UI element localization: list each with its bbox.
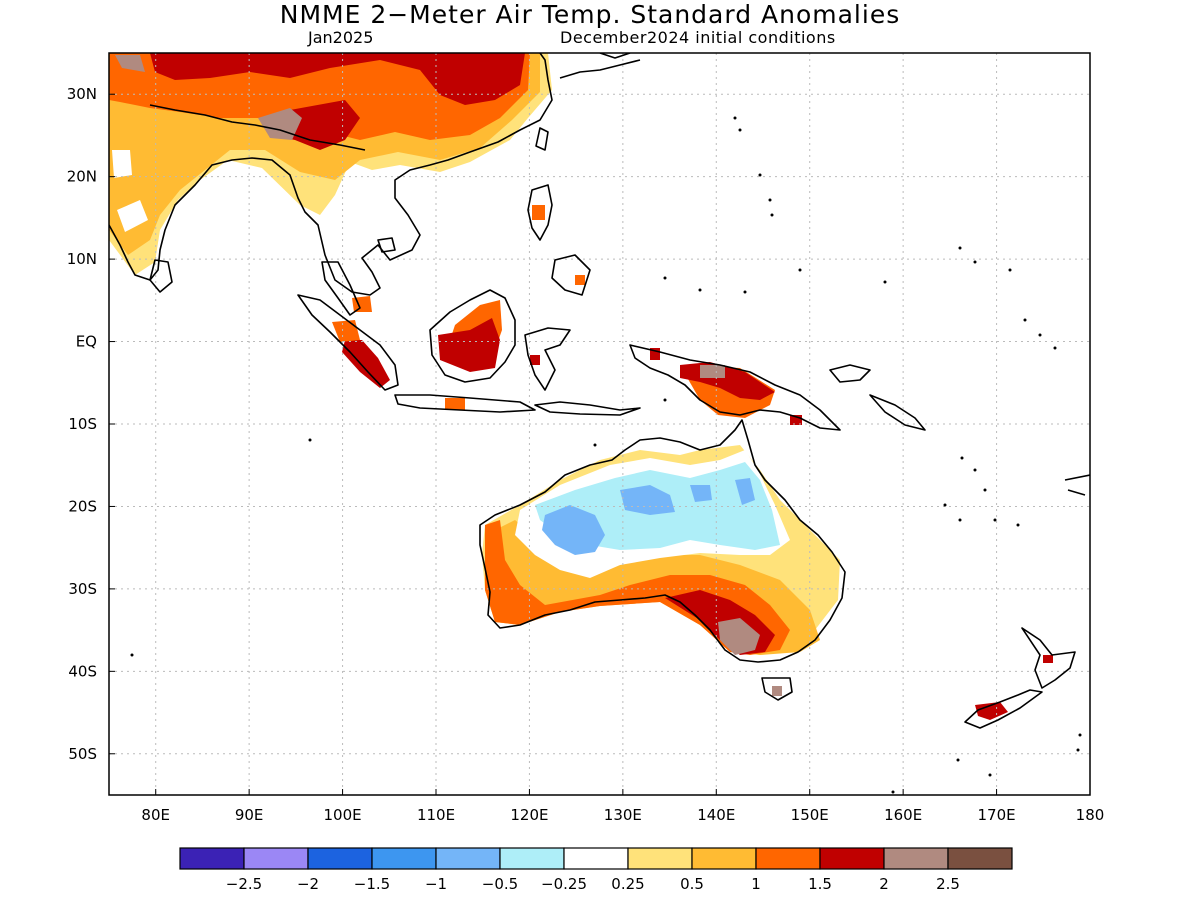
coast-java — [394, 394, 536, 413]
legend-swatch — [307, 847, 373, 870]
lon-tick-label: 170E — [978, 806, 1016, 824]
map-title: NMME 2−Meter Air Temp. Standard Anomalie… — [279, 0, 901, 29]
legend-swatch — [691, 847, 757, 870]
coast-taiwan — [535, 127, 549, 151]
lat-tick-label: 40S — [68, 662, 97, 680]
legend-swatch — [883, 847, 949, 870]
anomaly-aus-blue — [542, 478, 755, 555]
anomaly-borneo-red — [438, 318, 500, 372]
anomaly-tibet-brown — [115, 55, 145, 72]
anomaly-philippines-orange — [532, 205, 585, 285]
anomaly-tasmania-brown — [772, 686, 782, 696]
coast-australia — [479, 419, 846, 663]
anomaly-himalaya-brown — [258, 108, 302, 140]
anomaly-sumatra-red — [342, 340, 390, 388]
lat-tick-label: 20S — [68, 497, 97, 515]
legend-label: 0.25 — [611, 875, 644, 893]
legend-label: −2 — [297, 875, 319, 893]
coast-new-guinea — [629, 344, 841, 431]
coast-nz-north — [1021, 627, 1076, 689]
coast-himalaya-border — [149, 104, 366, 151]
lon-tick-label: 120E — [510, 806, 548, 824]
legend-swatch — [243, 847, 309, 870]
lat-tick-label: EQ — [76, 333, 97, 351]
coast-malay-peninsula — [321, 261, 361, 316]
legend-swatch — [499, 847, 565, 870]
coast-borneo — [429, 289, 516, 383]
legend-label: −0.5 — [482, 875, 518, 893]
legend-swatch — [819, 847, 885, 870]
coast-nz-south — [964, 689, 1043, 729]
coast-fiji-islands — [1064, 474, 1090, 496]
coast-sumatra — [297, 294, 399, 391]
lon-tick-label: 110E — [417, 806, 455, 824]
lon-tick-label: 180 — [1076, 806, 1105, 824]
legend-label: 1 — [751, 875, 761, 893]
anomaly-sulawesi-red — [530, 355, 540, 365]
lon-tick-label: 100E — [324, 806, 362, 824]
coast-new-britain — [829, 364, 871, 383]
anomaly-newguinea-brown — [700, 365, 725, 378]
legend-label: −0.25 — [541, 875, 587, 893]
lat-tick-label: 50S — [68, 745, 97, 763]
coast-tasmania — [761, 677, 793, 701]
anomaly-asia-white-holes — [112, 150, 148, 232]
small-islands — [130, 116, 1082, 794]
legend-label: 2 — [879, 875, 889, 893]
lat-tick-label: 20N — [67, 168, 97, 186]
initial-conditions: December2024 initial conditions — [560, 28, 836, 47]
coast-japan-islands — [559, 53, 641, 79]
anomaly-asia-red — [150, 53, 525, 105]
lon-tick-label: 130E — [604, 806, 642, 824]
coast-mindanao — [551, 254, 591, 296]
anomaly-aus-brown — [718, 618, 760, 655]
lat-tick-label: 30S — [68, 580, 97, 598]
lon-tick-label: 150E — [791, 806, 829, 824]
legend-swatch — [179, 847, 245, 870]
coast-sulawesi — [524, 327, 571, 391]
legend-swatch — [947, 847, 1013, 870]
legend-label: 0.5 — [680, 875, 704, 893]
legend-swatch — [755, 847, 821, 870]
legend-label: −1.5 — [354, 875, 390, 893]
lon-tick-label: 80E — [141, 806, 170, 824]
legend-label: −1 — [425, 875, 447, 893]
legend-swatch — [435, 847, 501, 870]
coastlines — [109, 53, 1090, 729]
lat-tick-label: 10N — [67, 250, 97, 268]
coast-lesser-sunda — [534, 401, 641, 416]
legend-swatch — [371, 847, 437, 870]
legend-label: 1.5 — [808, 875, 832, 893]
longitude-labels: 80E 90E 100E 110E 120E 130E 140E 150E 160E 170E 18… — [141, 789, 1104, 824]
lat-tick-label: 10S — [68, 415, 97, 433]
coast-hainan — [377, 237, 396, 253]
lon-tick-label: 160E — [884, 806, 922, 824]
coast-solomons — [869, 394, 926, 431]
lon-tick-label: 140E — [697, 806, 735, 824]
coast-srilanka — [149, 259, 173, 293]
legend-label: −2.5 — [226, 875, 262, 893]
anomaly-sumatra-orange — [332, 296, 372, 342]
coast-asia-mainland — [109, 53, 553, 296]
anomaly-fields — [109, 53, 1053, 720]
anomaly-java-orange — [445, 398, 465, 410]
legend-label: 2.5 — [936, 875, 960, 893]
legend-swatch — [563, 847, 629, 870]
lon-tick-label: 90E — [235, 806, 264, 824]
legend-swatch — [627, 847, 693, 870]
color-legend: −2.5 −2 −1.5 −1 −0.5 −0.25 0.25 0.5 1 1.5 2 2.5 — [179, 847, 1013, 893]
graticule — [109, 53, 1090, 795]
coast-luzon — [527, 184, 553, 241]
forecast-month: Jan2025 — [308, 28, 374, 47]
lat-tick-label: 30N — [67, 85, 97, 103]
latitude-labels: 30N 20N 10N EQ 10S 20S 30S 40S 50S — [67, 85, 115, 763]
